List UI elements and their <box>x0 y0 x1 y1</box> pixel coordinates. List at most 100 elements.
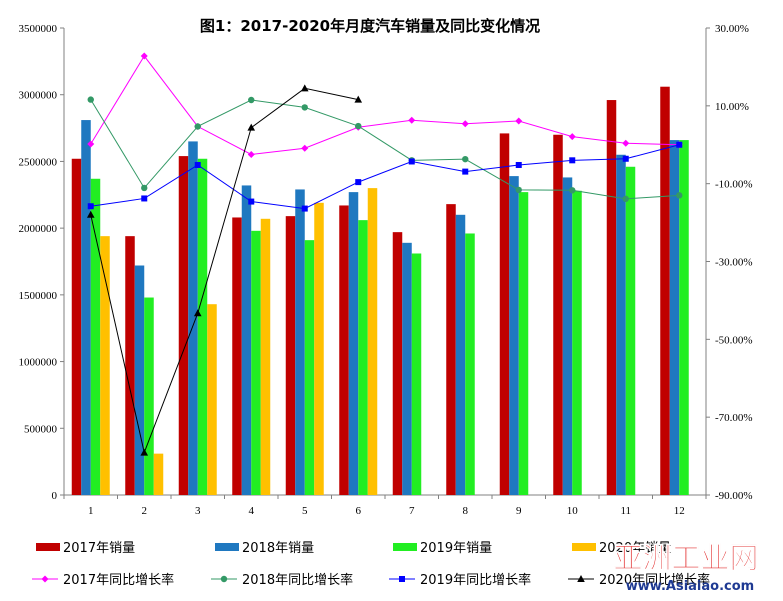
bar <box>392 232 403 495</box>
point <box>569 157 576 164</box>
y-tick-label: 2000000 <box>19 223 58 235</box>
point <box>247 123 256 131</box>
point <box>248 198 255 205</box>
bar <box>358 220 368 495</box>
bar <box>616 154 626 495</box>
bar <box>572 190 582 496</box>
watermark-title: 亚洲工业网 <box>613 541 758 575</box>
x-tick-label: 4 <box>249 505 255 517</box>
point <box>301 205 308 212</box>
point <box>140 52 148 60</box>
y2-tick-label: 10.00% <box>715 101 749 113</box>
point <box>568 133 576 141</box>
bar <box>100 236 110 496</box>
y2-tick-label: -70.00% <box>715 412 753 424</box>
bar <box>251 230 261 495</box>
bar <box>339 205 349 495</box>
legend-swatch <box>393 543 417 551</box>
chart-legend: 2017年销量 2018年销量 2019年销量 2020年销量 2017年同比增长率 20… <box>32 541 710 588</box>
watermark-url: www.Asiaiao.com <box>626 579 754 594</box>
y2-tick-label: -90.00% <box>715 490 753 502</box>
bar <box>197 158 208 495</box>
chart-tick-labels: 0 500000 1000000 1500000 2000000 2500000 30000… <box>19 23 753 517</box>
bar <box>402 242 412 495</box>
y2-tick-label: 30.00% <box>715 23 749 35</box>
point <box>622 155 629 162</box>
bar <box>153 453 164 495</box>
point <box>87 203 94 210</box>
point <box>301 144 309 152</box>
watermark-logo: 亚洲工业网 www.Asiaiao.com <box>613 541 759 594</box>
bar <box>178 156 189 495</box>
legend-label: 2020年销量 <box>599 541 671 556</box>
point <box>141 184 148 192</box>
x-tick-label: 2 <box>142 505 148 517</box>
bar <box>411 253 422 495</box>
point <box>569 187 576 194</box>
bar <box>553 134 563 495</box>
legend-swatch <box>215 543 239 551</box>
x-tick-label: 8 <box>463 505 469 517</box>
chart-lines <box>86 52 683 456</box>
point <box>515 161 522 168</box>
point <box>247 150 255 158</box>
point <box>399 576 405 582</box>
bar <box>304 240 315 495</box>
point <box>622 195 629 203</box>
point <box>408 116 416 124</box>
point <box>194 123 201 130</box>
point <box>676 192 683 199</box>
legend-label: 2020年同比增长率 <box>599 572 710 588</box>
bar <box>446 204 456 495</box>
legend-swatch <box>572 543 596 551</box>
point <box>248 96 255 104</box>
point <box>577 575 585 582</box>
chart-axes <box>60 27 710 499</box>
bar <box>81 120 91 496</box>
bar <box>295 189 305 495</box>
point <box>301 104 308 111</box>
point <box>141 195 148 202</box>
bar <box>232 217 242 495</box>
point <box>676 141 683 148</box>
bar <box>348 192 359 496</box>
bar <box>679 140 689 495</box>
bar <box>285 216 296 496</box>
point <box>461 120 469 128</box>
bar <box>207 304 217 495</box>
bar <box>144 297 154 495</box>
point <box>462 168 469 175</box>
x-tick-label: 11 <box>620 505 631 517</box>
bar <box>71 158 82 495</box>
legend-label: 2019年销量 <box>420 541 492 556</box>
series-line <box>90 87 359 455</box>
bar <box>314 202 324 495</box>
point <box>87 140 95 148</box>
bar <box>518 192 529 496</box>
point <box>515 186 522 194</box>
series-line <box>90 55 680 155</box>
y-tick-label: 3000000 <box>19 90 58 102</box>
point <box>300 84 309 92</box>
legend-label: 2018年销量 <box>242 541 314 556</box>
legend-label: 2017年同比增长率 <box>63 572 174 588</box>
bar <box>625 166 636 495</box>
point <box>355 179 362 186</box>
point <box>140 448 149 456</box>
point <box>408 158 415 165</box>
y-tick-label: 500000 <box>24 423 58 435</box>
legend-label: 2018年同比增长率 <box>242 572 353 588</box>
legend-label: 2017年销量 <box>63 541 135 556</box>
point <box>193 309 202 317</box>
bar <box>367 188 378 495</box>
x-tick-label: 7 <box>409 505 415 517</box>
legend-swatch <box>36 543 60 551</box>
y-tick-label: 3500000 <box>19 23 58 35</box>
bar <box>90 178 101 495</box>
y-tick-label: 1500000 <box>19 290 58 302</box>
x-tick-label: 9 <box>516 505 522 517</box>
point <box>41 575 49 583</box>
y-tick-label: 2500000 <box>19 156 58 168</box>
bar <box>241 185 252 495</box>
chart-bars <box>71 86 689 496</box>
